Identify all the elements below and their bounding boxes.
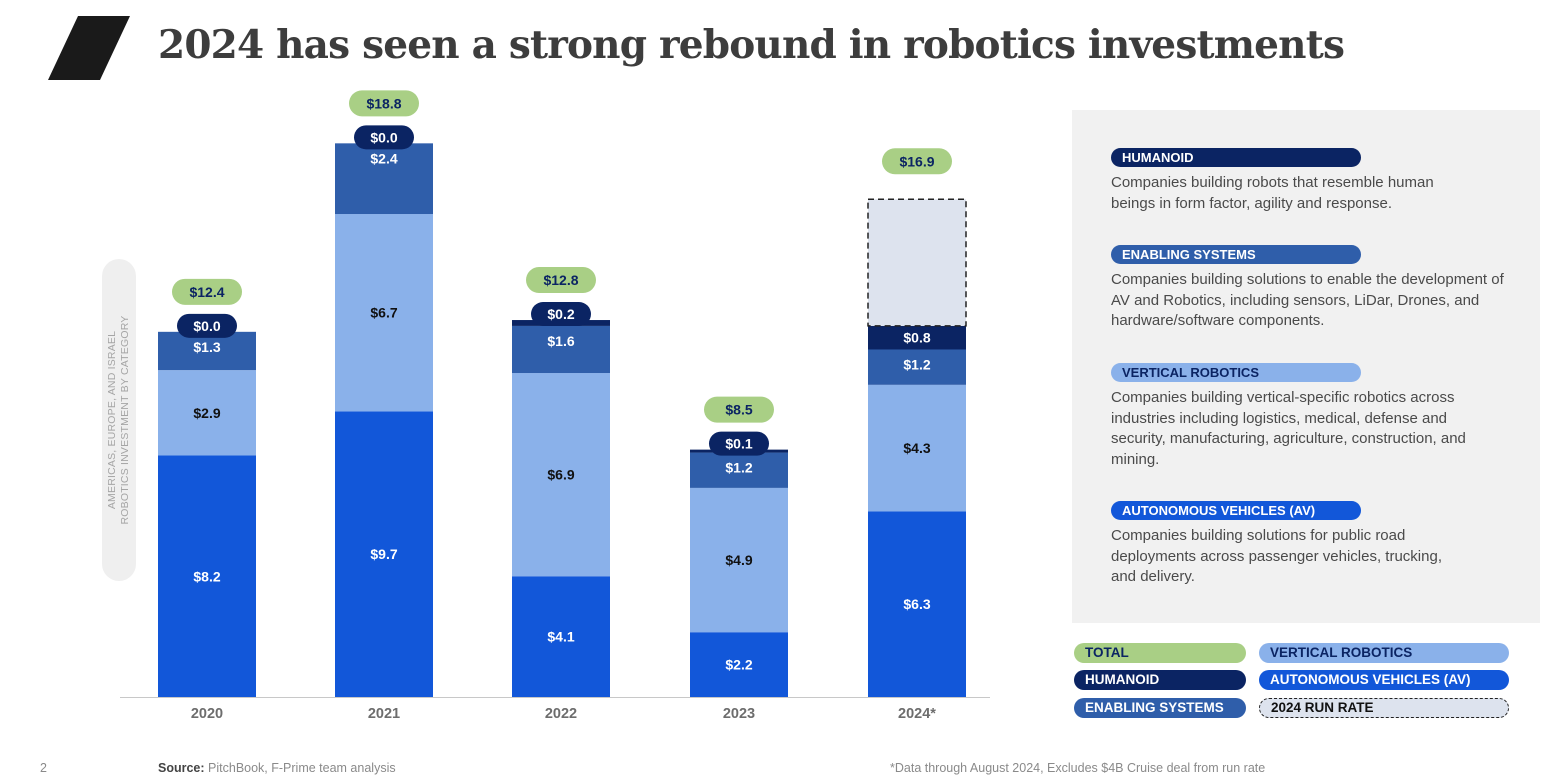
tag-vertical-robotics: VERTICAL ROBOTICS [1111, 363, 1361, 382]
legend-2024-run-rate: 2024 RUN RATE [1259, 698, 1509, 718]
x-tick-label-2023: 2023 [723, 706, 755, 722]
data-label-humanoid-2021: $0.0 [370, 129, 397, 145]
bar-segment-vertical-2021 [335, 214, 433, 412]
definition-enabling-systems-text: Companies building solutions to enable t… [1111, 271, 1504, 329]
x-tick-label-2020: 2020 [191, 706, 223, 722]
legend-vertical-robotics: VERTICAL ROBOTICS [1259, 643, 1509, 663]
total-pill-2022 [526, 267, 596, 294]
source-note: Source: PitchBook, F-Prime team analysis [158, 761, 396, 775]
bar-segment-enabling-2022 [512, 325, 610, 374]
bar-segment-av-2023 [690, 632, 788, 697]
data-label-av-2023: $2.2 [725, 657, 752, 673]
data-label-humanoid-2023: $0.1 [725, 436, 752, 452]
bar-segment-enabling-2023 [690, 452, 788, 488]
definition-humanoid: HUMANOID Companies building robots that … [1111, 148, 1481, 214]
bar-segment-av-2022 [512, 576, 610, 697]
bar-segment-vertical-2024* [868, 384, 966, 512]
x-tick-label-2024*: 2024* [898, 706, 936, 722]
definition-autonomous-vehicles-text: Companies building solutions for public … [1111, 527, 1442, 585]
total-pill-2020 [172, 278, 242, 305]
bar-segment-vertical-2023 [690, 487, 788, 633]
source-label: Source: [158, 761, 205, 775]
total-pill-2023 [704, 396, 774, 423]
bar-segment-humanoid-2024* [868, 325, 966, 350]
bar-segment-av-2020 [158, 455, 256, 697]
data-label-humanoid-2024*: $0.8 [903, 330, 930, 346]
data-label-av-2024*: $6.3 [903, 596, 930, 612]
data-label-enabling-2023: $1.2 [725, 460, 752, 476]
humanoid-pill-2023 [709, 431, 769, 456]
stacked-bar-chart: $8.2 $2.9 $1.3 $0.0 $12.4 2020 $9.7 $6.7 $2.4 $0.… [120, 90, 990, 722]
category-definitions-panel: HUMANOID Companies building robots that … [1072, 110, 1540, 623]
bar-segment-av-2024* [868, 511, 966, 697]
bar-segment-enabling-2024* [868, 349, 966, 385]
brand-logo [48, 16, 130, 80]
total-pill-2024* [882, 148, 952, 175]
humanoid-pill-2020 [177, 313, 237, 338]
tag-enabling-systems: ENABLING SYSTEMS [1111, 245, 1361, 264]
source-text: PitchBook, F-Prime team analysis [208, 761, 396, 775]
definition-enabling-systems: ENABLING SYSTEMS Companies building solu… [1111, 245, 1521, 332]
data-label-vertical-2024*: $4.3 [903, 440, 930, 456]
total-label-2024*: $16.9 [899, 153, 934, 169]
page-number: 2 [40, 761, 47, 775]
data-label-vertical-2020: $2.9 [193, 405, 220, 421]
humanoid-pill-2022 [531, 302, 591, 327]
data-label-enabling-2020: $1.3 [193, 339, 220, 355]
total-pill-2021 [349, 90, 419, 117]
definition-vertical-robotics: VERTICAL ROBOTICS Companies building ver… [1111, 363, 1501, 470]
bar-segment-enabling-2021 [335, 143, 433, 215]
humanoid-pill-2021 [354, 125, 414, 150]
data-label-vertical-2021: $6.7 [370, 305, 397, 321]
data-label-humanoid-2020: $0.0 [193, 318, 220, 334]
run-rate-bar-2024* [867, 198, 967, 327]
data-label-av-2020: $8.2 [193, 568, 220, 584]
definition-autonomous-vehicles: AUTONOMOUS VEHICLES (AV) Companies build… [1111, 501, 1471, 588]
y-axis-label-pill [102, 259, 136, 581]
data-label-enabling-2021: $2.4 [370, 150, 397, 166]
total-label-2022: $12.8 [543, 272, 578, 288]
total-label-2021: $18.8 [366, 95, 401, 111]
definition-vertical-robotics-text: Companies building vertical-specific rob… [1111, 389, 1466, 468]
total-label-2023: $8.5 [725, 402, 752, 418]
data-label-enabling-2022: $1.6 [547, 333, 574, 349]
x-tick-label-2022: 2022 [545, 706, 577, 722]
total-label-2020: $12.4 [189, 284, 224, 300]
legend-enabling-systems: ENABLING SYSTEMS [1074, 698, 1246, 718]
footnote: *Data through August 2024, Excludes $4B … [890, 761, 1266, 775]
data-label-vertical-2023: $4.9 [725, 552, 752, 568]
data-label-vertical-2022: $6.9 [547, 467, 574, 483]
bar-segment-vertical-2020 [158, 370, 256, 456]
data-label-av-2022: $4.1 [547, 629, 574, 645]
legend-autonomous-vehicles: AUTONOMOUS VEHICLES (AV) [1259, 670, 1509, 690]
tag-autonomous-vehicles: AUTONOMOUS VEHICLES (AV) [1111, 501, 1361, 520]
slide-title: 2024 has seen a strong rebound in roboti… [158, 22, 1345, 68]
legend-total: TOTAL [1074, 643, 1246, 663]
bar-segment-vertical-2022 [512, 373, 610, 577]
data-label-enabling-2024*: $1.2 [903, 356, 930, 372]
definition-humanoid-text: Companies building robots that resemble … [1111, 174, 1434, 212]
bar-segment-enabling-2020 [158, 331, 256, 371]
legend-humanoid: HUMANOID [1074, 670, 1246, 690]
x-tick-label-2021: 2021 [368, 706, 400, 722]
data-label-humanoid-2022: $0.2 [547, 306, 574, 322]
bar-segment-av-2021 [335, 411, 433, 697]
data-label-av-2021: $9.7 [370, 546, 397, 562]
tag-humanoid: HUMANOID [1111, 148, 1361, 167]
